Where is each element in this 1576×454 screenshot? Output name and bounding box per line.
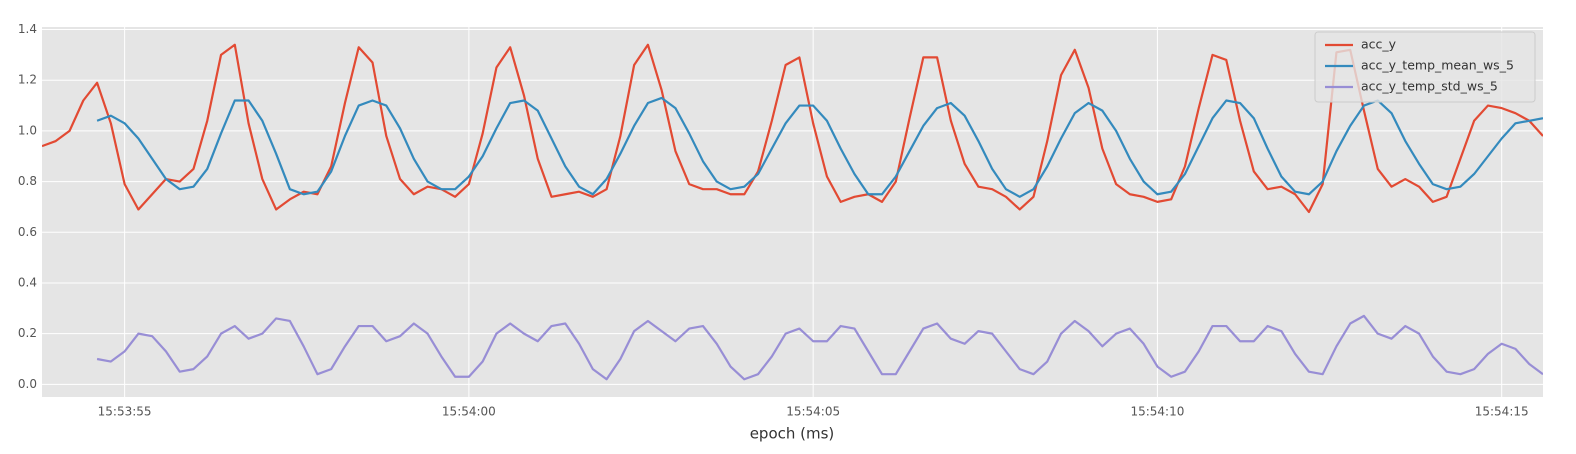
x-tick-label: 15:54:00 — [442, 405, 496, 419]
line — [42, 43, 1543, 214]
line — [96, 314, 1543, 381]
line — [96, 96, 1543, 198]
x-tick-label: 15:54:15 — [1475, 405, 1529, 419]
y-tick-label: 0.4 — [18, 275, 37, 289]
x-tick-label: 15:53:55 — [98, 405, 152, 419]
y-tick-label: 0.6 — [18, 225, 37, 239]
legend-label: acc_y_temp_mean_ws_5 — [1361, 58, 1514, 73]
x-tick-label: 15:54:05 — [786, 405, 840, 419]
y-tick-label: 0.2 — [18, 326, 37, 340]
x-tick-label: 15:54:10 — [1130, 405, 1184, 419]
y-tick-label: 1.4 — [18, 22, 37, 36]
plot-background — [42, 27, 1543, 397]
legend-label: acc_y — [1361, 37, 1397, 52]
y-tick-label: 1.2 — [18, 73, 37, 87]
y-tick-label: 0.8 — [18, 174, 37, 188]
legend-box — [1314, 31, 1536, 103]
legend-label: acc_y_temp_std_ws_5 — [1361, 79, 1498, 94]
y-tick-label: 0.0 — [18, 377, 37, 391]
x-axis-label: epoch (ms) — [750, 425, 835, 443]
y-tick-label: 1.0 — [18, 123, 37, 137]
